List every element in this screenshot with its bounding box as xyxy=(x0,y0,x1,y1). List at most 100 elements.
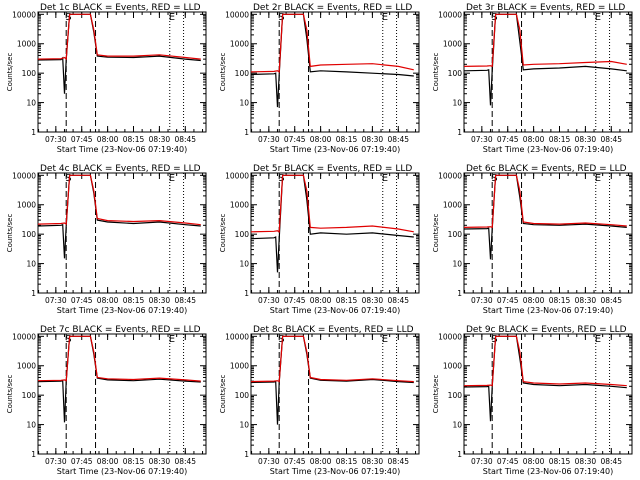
marker-label: S xyxy=(65,12,71,23)
x-tick-label: 07:30 xyxy=(45,135,67,144)
y-tick-label: 100 xyxy=(22,391,37,400)
y-tick-label: 10000 xyxy=(12,171,36,180)
x-tick-label: 08:30 xyxy=(149,457,171,466)
lld-series-line xyxy=(464,336,627,385)
y-tick-label: 1000 xyxy=(443,362,462,371)
y-axis-label: Counts/sec xyxy=(432,53,440,92)
y-tick-label: 100 xyxy=(448,230,463,239)
series-group xyxy=(464,14,627,105)
x-tick-label: 07:30 xyxy=(471,457,493,466)
y-axis-label: Counts/sec xyxy=(219,375,227,414)
y-tick-label: 100 xyxy=(235,391,250,400)
y-tick-label: 1 xyxy=(244,450,249,459)
x-tick-label: 08:30 xyxy=(362,135,384,144)
series-group xyxy=(464,336,627,421)
x-tick-label: 08:00 xyxy=(310,135,332,144)
x-tick-label: 08:15 xyxy=(549,296,571,305)
x-axis-label: Start Time (23-Nov-06 07:19:40) xyxy=(270,467,400,476)
x-tick-label: 08:30 xyxy=(575,135,597,144)
y-tick-label: 1 xyxy=(31,289,36,298)
x-tick-label: 07:45 xyxy=(71,296,93,305)
marker-label: E xyxy=(169,334,175,345)
x-tick-label: 08:45 xyxy=(174,135,196,144)
x-tick-label: 08:00 xyxy=(523,296,545,305)
x-tick-label: 08:00 xyxy=(97,457,119,466)
marker-label: S xyxy=(65,173,71,184)
y-tick-label: 100 xyxy=(448,391,463,400)
marker-label: E xyxy=(595,173,601,184)
marker-label: S xyxy=(278,12,284,23)
lld-series-line xyxy=(251,175,414,232)
lld-series-line xyxy=(464,175,627,227)
y-tick-label: 10 xyxy=(26,99,36,108)
y-tick-label: 10000 xyxy=(438,332,462,341)
y-tick-label: 10000 xyxy=(225,332,249,341)
x-tick-label: 08:15 xyxy=(123,457,145,466)
series-group xyxy=(38,175,201,258)
lld-series-line xyxy=(38,175,201,224)
y-axis-label: Counts/sec xyxy=(432,375,440,414)
x-tick-label: 08:30 xyxy=(575,296,597,305)
x-tick-label: 08:45 xyxy=(387,296,409,305)
y-tick-label: 1 xyxy=(244,289,249,298)
series-group xyxy=(251,175,414,272)
y-tick-label: 10000 xyxy=(438,10,462,19)
x-tick-label: 08:15 xyxy=(336,135,358,144)
x-tick-label: 07:45 xyxy=(284,135,306,144)
y-axis-label: Counts/sec xyxy=(6,53,14,92)
marker-label: S xyxy=(65,334,71,345)
marker-label: E xyxy=(382,12,388,23)
x-tick-label: 07:30 xyxy=(45,296,67,305)
events-series-line xyxy=(464,175,627,259)
x-tick-label: 07:30 xyxy=(45,457,67,466)
y-tick-label: 1 xyxy=(31,128,36,137)
y-tick-label: 1 xyxy=(457,128,462,137)
y-tick-label: 1000 xyxy=(230,40,249,49)
marker-label: S xyxy=(278,173,284,184)
x-tick-label: 08:15 xyxy=(549,457,571,466)
x-tick-label: 08:45 xyxy=(600,296,622,305)
x-tick-label: 07:30 xyxy=(471,296,493,305)
detector-panel-2: Det 2r BLACK = Events, RED = LLD 1 10 100 10… xyxy=(219,3,419,154)
lld-series-line xyxy=(251,14,414,72)
y-tick-label: 1 xyxy=(457,289,462,298)
y-tick-label: 10000 xyxy=(225,171,249,180)
y-tick-label: 10000 xyxy=(12,10,36,19)
y-tick-label: 1000 xyxy=(443,201,462,210)
y-tick-label: 10000 xyxy=(12,332,36,341)
y-axis-label: Counts/sec xyxy=(219,214,227,253)
y-tick-label: 1 xyxy=(457,450,462,459)
lld-series-line xyxy=(38,336,201,381)
y-tick-label: 10 xyxy=(239,99,249,108)
x-axis-label: Start Time (23-Nov-06 07:19:40) xyxy=(270,145,400,154)
lld-series-line xyxy=(464,14,627,66)
detector-panel-6: Det 6c BLACK = Events, RED = LLD11010010… xyxy=(432,164,632,315)
x-tick-label: 08:30 xyxy=(362,457,384,466)
detector-panel-3: Det 3r BLACK = Events, RED = LLD11010010… xyxy=(432,3,632,154)
x-tick-label: 08:00 xyxy=(310,296,332,305)
x-tick-label: 08:15 xyxy=(123,296,145,305)
plot-frame xyxy=(251,173,419,293)
events-series-line xyxy=(464,14,627,105)
events-series-line xyxy=(38,14,201,93)
marker-label: S xyxy=(491,334,497,345)
x-tick-label: 08:30 xyxy=(362,296,384,305)
marker-label: E xyxy=(595,12,601,23)
x-tick-label: 08:30 xyxy=(575,457,597,466)
x-tick-label: 07:30 xyxy=(471,135,493,144)
y-tick-label: 10000 xyxy=(225,10,249,19)
x-tick-label: 08:45 xyxy=(600,135,622,144)
x-tick-label: 08:00 xyxy=(310,457,332,466)
events-series-line xyxy=(38,175,201,258)
x-tick-label: 08:30 xyxy=(149,135,171,144)
series-group xyxy=(251,14,414,107)
marker-label: S xyxy=(278,334,284,345)
x-tick-label: 08:45 xyxy=(387,457,409,466)
y-tick-label: 100 xyxy=(235,69,250,78)
y-axis-label: Counts/sec xyxy=(219,53,227,92)
detector-panel-4: Det 4c BLACK = Events, RED = LLD 1 10 100 10… xyxy=(6,164,206,315)
x-tick-label: 07:30 xyxy=(258,296,280,305)
y-tick-label: 10 xyxy=(239,260,249,269)
y-tick-label: 1000 xyxy=(17,40,36,49)
